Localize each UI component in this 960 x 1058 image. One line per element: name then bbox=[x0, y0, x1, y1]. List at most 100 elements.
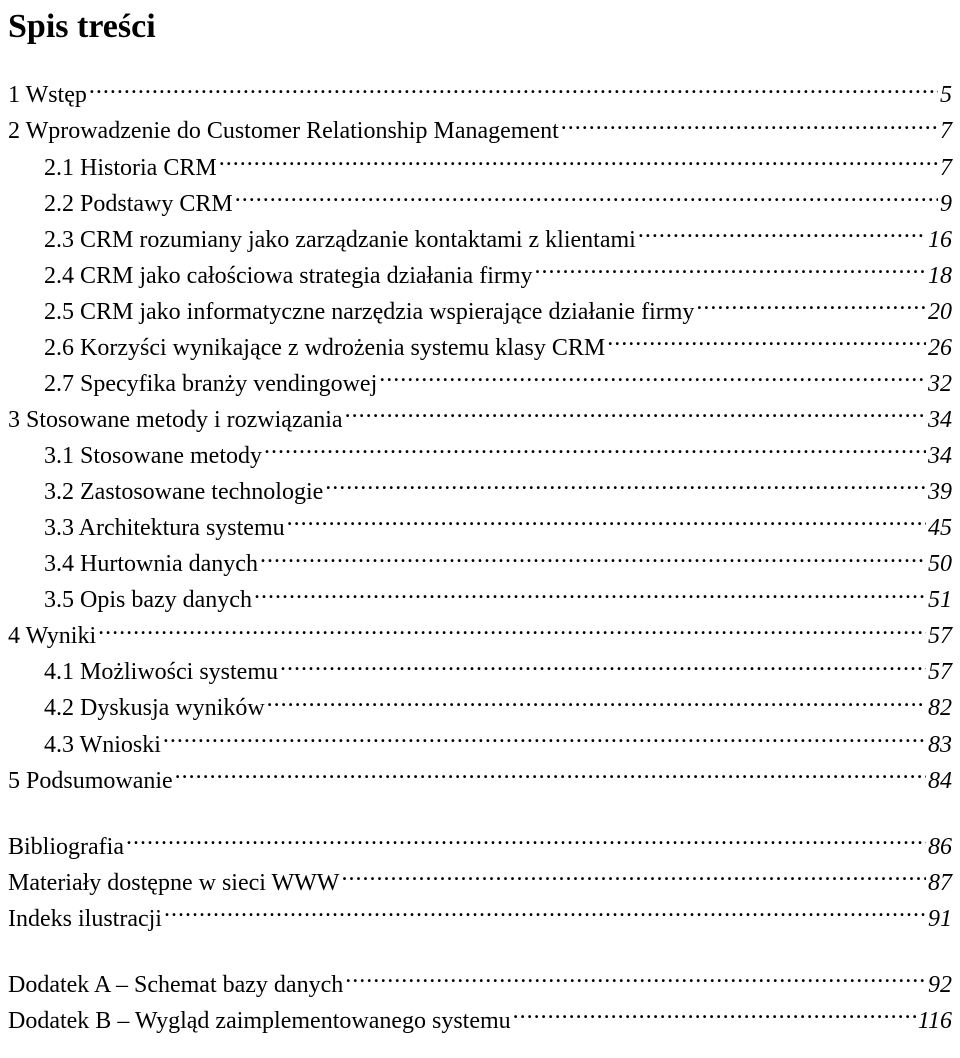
toc-entry-page: 45 bbox=[928, 513, 952, 545]
toc-entry-label: 5 Podsumowanie bbox=[8, 766, 173, 798]
toc-entry: 5 Podsumowanie 84 bbox=[8, 761, 952, 797]
toc-entry-label: 4.2 Dyskusja wyników bbox=[44, 693, 265, 725]
toc-entry-label: 2.7 Specyfika branży vendingowej bbox=[44, 369, 377, 401]
toc-entry-page: 7 bbox=[940, 153, 952, 185]
toc-entry: 4.3 Wnioski 83 bbox=[8, 725, 952, 761]
toc-entry-page: 87 bbox=[928, 868, 952, 900]
toc-entry: 2.3 CRM rozumiany jako zarządzanie konta… bbox=[8, 220, 952, 256]
toc-leader-dots bbox=[163, 725, 926, 751]
toc-entry-label: 2.2 Podstawy CRM bbox=[44, 189, 233, 221]
toc-entry-page: 84 bbox=[928, 766, 952, 798]
toc-entry-page: 91 bbox=[928, 904, 952, 936]
toc-leader-dots bbox=[341, 863, 926, 889]
toc-container: 1 Wstęp 5 2 Wprowadzenie do Customer Relat… bbox=[8, 76, 952, 1038]
toc-leader-dots bbox=[287, 509, 926, 535]
toc-leader-dots bbox=[345, 401, 926, 427]
toc-entry-label: 4 Wyniki bbox=[8, 621, 96, 653]
toc-title: Spis treści bbox=[8, 8, 952, 46]
toc-leader-dots bbox=[89, 76, 938, 102]
toc-leader-dots bbox=[607, 328, 926, 354]
toc-entry-page: 116 bbox=[918, 1006, 952, 1038]
toc-entry: Bibliografia 86 bbox=[8, 827, 952, 863]
toc-entry-label: 3 Stosowane metody i rozwiązania bbox=[8, 405, 343, 437]
toc-entry-label: 2.5 CRM jako informatyczne narzędzia wsp… bbox=[44, 297, 694, 329]
toc-entry-page: 7 bbox=[940, 116, 952, 148]
toc-entry-page: 18 bbox=[928, 261, 952, 293]
toc-entry-page: 32 bbox=[928, 369, 952, 401]
toc-entry-page: 57 bbox=[928, 657, 952, 689]
toc-entry-page: 57 bbox=[928, 621, 952, 653]
toc-leader-dots bbox=[638, 220, 926, 246]
toc-leader-dots bbox=[260, 545, 926, 571]
toc-entry: 2 Wprowadzenie do Customer Relationship … bbox=[8, 112, 952, 148]
toc-section-gap bbox=[8, 797, 952, 827]
toc-entry-label: 2.1 Historia CRM bbox=[44, 153, 217, 185]
toc-entry-page: 83 bbox=[928, 730, 952, 762]
toc-entry-page: 34 bbox=[928, 405, 952, 437]
toc-entry-label: Dodatek B – Wygląd zaimplementowanego sy… bbox=[8, 1006, 511, 1038]
toc-entry-label: 3.5 Opis bazy danych bbox=[44, 585, 252, 617]
toc-leader-dots bbox=[98, 617, 926, 643]
toc-entry: 4.2 Dyskusja wyników 82 bbox=[8, 689, 952, 725]
toc-entry: 2.7 Specyfika branży vendingowej 32 bbox=[8, 365, 952, 401]
toc-leader-dots bbox=[280, 653, 926, 679]
toc-leader-dots bbox=[126, 827, 926, 853]
toc-leader-dots bbox=[696, 292, 926, 318]
toc-entry: Materiały dostępne w sieci WWW 87 bbox=[8, 863, 952, 899]
toc-leader-dots bbox=[379, 365, 926, 391]
toc-section-gap bbox=[8, 935, 952, 965]
toc-entry: 2.4 CRM jako całościowa strategia działa… bbox=[8, 256, 952, 292]
toc-entry: 3.2 Zastosowane technologie 39 bbox=[8, 473, 952, 509]
toc-leader-dots bbox=[235, 184, 938, 210]
toc-entry-label: Bibliografia bbox=[8, 832, 124, 864]
toc-entry-label: Dodatek A – Schemat bazy danych bbox=[8, 970, 343, 1002]
toc-entry: 2.1 Historia CRM 7 bbox=[8, 148, 952, 184]
toc-entry-label: 2.3 CRM rozumiany jako zarządzanie konta… bbox=[44, 225, 636, 257]
toc-entry-label: 3.3 Architektura systemu bbox=[44, 513, 285, 545]
toc-leader-dots bbox=[219, 148, 938, 174]
toc-leader-dots bbox=[561, 112, 938, 138]
toc-entry-label: 1 Wstęp bbox=[8, 80, 87, 112]
toc-entry-page: 86 bbox=[928, 832, 952, 864]
toc-leader-dots bbox=[267, 689, 926, 715]
toc-entry-page: 26 bbox=[928, 333, 952, 365]
toc-entry: 2.6 Korzyści wynikające z wdrożenia syst… bbox=[8, 328, 952, 364]
toc-entry-label: Materiały dostępne w sieci WWW bbox=[8, 868, 339, 900]
toc-entry: 1 Wstęp 5 bbox=[8, 76, 952, 112]
toc-entry-label: 4.1 Możliwości systemu bbox=[44, 657, 278, 689]
toc-entry: 3.3 Architektura systemu 45 bbox=[8, 509, 952, 545]
toc-entry-label: 3.1 Stosowane metody bbox=[44, 441, 262, 473]
toc-entry-label: 2 Wprowadzenie do Customer Relationship … bbox=[8, 116, 559, 148]
toc-entry: 3.5 Opis bazy danych 51 bbox=[8, 581, 952, 617]
toc-entry-page: 5 bbox=[940, 80, 952, 112]
toc-entry-label: 2.6 Korzyści wynikające z wdrożenia syst… bbox=[44, 333, 605, 365]
toc-leader-dots bbox=[164, 899, 926, 925]
toc-entry: 3.4 Hurtownia danych 50 bbox=[8, 545, 952, 581]
toc-entry-page: 92 bbox=[928, 970, 952, 1002]
document-page: Spis treści 1 Wstęp 5 2 Wprowadzenie do Cu… bbox=[0, 0, 960, 1058]
toc-entry-page: 50 bbox=[928, 549, 952, 581]
toc-entry: 2.5 CRM jako informatyczne narzędzia wsp… bbox=[8, 292, 952, 328]
toc-entry-page: 20 bbox=[928, 297, 952, 329]
toc-entry: 4 Wyniki 57 bbox=[8, 617, 952, 653]
toc-entry: 4.1 Możliwości systemu 57 bbox=[8, 653, 952, 689]
toc-entry-page: 51 bbox=[928, 585, 952, 617]
toc-entry-label: 3.4 Hurtownia danych bbox=[44, 549, 258, 581]
toc-entry-label: 4.3 Wnioski bbox=[44, 730, 161, 762]
toc-leader-dots bbox=[345, 965, 926, 991]
toc-leader-dots bbox=[264, 437, 926, 463]
toc-leader-dots bbox=[535, 256, 926, 282]
toc-entry: Dodatek B – Wygląd zaimplementowanego sy… bbox=[8, 1002, 952, 1038]
toc-entry: Indeks ilustracji91 bbox=[8, 899, 952, 935]
toc-entry: 3 Stosowane metody i rozwiązania 34 bbox=[8, 401, 952, 437]
toc-leader-dots bbox=[513, 1002, 916, 1028]
toc-entry-label: 2.4 CRM jako całościowa strategia działa… bbox=[44, 261, 533, 293]
toc-entry-page: 82 bbox=[928, 693, 952, 725]
toc-leader-dots bbox=[175, 761, 926, 787]
toc-entry-page: 39 bbox=[928, 477, 952, 509]
toc-entry-page: 34 bbox=[928, 441, 952, 473]
toc-entry-page: 16 bbox=[928, 225, 952, 257]
toc-leader-dots bbox=[254, 581, 926, 607]
toc-entry-label: 3.2 Zastosowane technologie bbox=[44, 477, 323, 509]
toc-entry-page: 9 bbox=[940, 189, 952, 221]
